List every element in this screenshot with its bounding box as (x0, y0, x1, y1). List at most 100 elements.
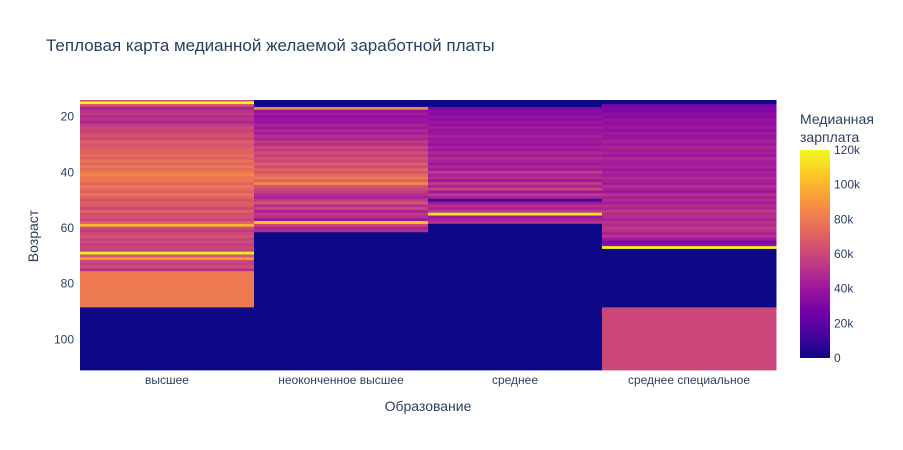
heatmap-cell[interactable] (428, 198, 603, 202)
heatmap-cell[interactable] (254, 159, 429, 164)
heatmap-cell[interactable] (602, 273, 777, 278)
heatmap-cell[interactable] (602, 268, 777, 272)
heatmap-cell[interactable] (602, 196, 777, 200)
heatmap-cell[interactable] (254, 129, 429, 133)
heatmap-cell[interactable] (80, 276, 255, 280)
heatmap-cell[interactable] (254, 218, 429, 222)
heatmap-cell[interactable] (80, 162, 255, 166)
heatmap-cell[interactable] (80, 293, 255, 297)
heatmap-cell[interactable] (602, 173, 777, 177)
heatmap-cell[interactable] (254, 204, 429, 208)
heatmap-cell[interactable] (428, 193, 603, 197)
heatmap-cell[interactable] (80, 151, 255, 155)
heatmap-cell[interactable] (80, 109, 255, 113)
heatmap-cell[interactable] (254, 132, 429, 136)
heatmap-cell[interactable] (428, 218, 603, 222)
heatmap-cell[interactable] (602, 223, 777, 228)
heatmap-cell[interactable] (80, 273, 255, 278)
heatmap-cell[interactable] (428, 168, 603, 172)
heatmap-cell[interactable] (80, 154, 255, 158)
heatmap-cell[interactable] (602, 187, 777, 191)
heatmap-cell[interactable] (80, 240, 255, 244)
heatmap-cell[interactable] (428, 215, 603, 219)
heatmap-cell[interactable] (428, 100, 603, 102)
heatmap-cell[interactable] (80, 170, 255, 175)
heatmap-cell[interactable] (254, 187, 429, 191)
heatmap-cell[interactable] (602, 159, 777, 164)
heatmap-cell[interactable] (80, 187, 255, 191)
heatmap-cell[interactable] (602, 304, 777, 308)
heatmap-cell[interactable] (80, 296, 255, 300)
heatmap-cell[interactable] (80, 232, 255, 236)
heatmap-cell[interactable] (428, 159, 603, 164)
heatmap-cell[interactable] (428, 129, 603, 133)
heatmap-cell[interactable] (80, 201, 255, 205)
heatmap-cell[interactable] (80, 207, 255, 211)
heatmap-cell[interactable] (428, 162, 603, 166)
heatmap-cell[interactable] (80, 235, 255, 239)
heatmap-cell[interactable] (80, 168, 255, 172)
heatmap-cell[interactable] (80, 265, 255, 269)
heatmap-cell[interactable] (428, 140, 603, 144)
heatmap-cell[interactable] (602, 201, 777, 205)
heatmap-cell[interactable] (254, 209, 429, 214)
heatmap-cell[interactable] (254, 143, 429, 147)
heatmap-cell[interactable] (254, 232, 429, 371)
heatmap-cell[interactable] (602, 232, 777, 236)
heatmap-cell[interactable] (80, 104, 255, 108)
heatmap-cell[interactable] (602, 109, 777, 113)
heatmap-cell[interactable] (80, 184, 255, 189)
heatmap-cell[interactable] (602, 276, 777, 280)
heatmap-cell[interactable] (602, 115, 777, 119)
heatmap-cell[interactable] (254, 165, 429, 169)
heatmap-cell[interactable] (80, 237, 255, 241)
heatmap-cell[interactable] (602, 282, 777, 286)
heatmap-cell[interactable] (80, 262, 255, 267)
heatmap-cell[interactable] (602, 106, 777, 111)
heatmap-cell[interactable] (254, 190, 429, 194)
heatmap-cell[interactable] (80, 287, 255, 292)
heatmap-cell[interactable] (602, 120, 777, 125)
heatmap-cell[interactable] (254, 157, 429, 161)
heatmap-cell[interactable] (428, 223, 603, 371)
heatmap-cell[interactable] (80, 148, 255, 152)
heatmap-cell[interactable] (428, 145, 603, 150)
heatmap-cell[interactable] (80, 118, 255, 122)
heatmap-cell[interactable] (80, 248, 255, 253)
heatmap-cell[interactable] (80, 218, 255, 222)
heatmap-cell[interactable] (80, 290, 255, 294)
heatmap-cell[interactable] (254, 151, 429, 155)
heatmap-cell[interactable] (254, 193, 429, 197)
heatmap-cell[interactable] (254, 104, 429, 108)
heatmap-cell[interactable] (428, 184, 603, 189)
heatmap-cell[interactable] (254, 215, 429, 219)
heatmap-cell[interactable] (428, 134, 603, 138)
heatmap-cell[interactable] (428, 157, 603, 161)
heatmap-cell[interactable] (254, 118, 429, 122)
heatmap-cell[interactable] (602, 179, 777, 183)
heatmap-cell[interactable] (602, 290, 777, 294)
heatmap-cell[interactable] (254, 207, 429, 211)
heatmap-cell[interactable] (602, 235, 777, 239)
heatmap-cell[interactable] (602, 271, 777, 275)
heatmap-cell[interactable] (254, 196, 429, 200)
heatmap-cell[interactable] (80, 226, 255, 230)
heatmap-cell[interactable] (602, 148, 777, 152)
heatmap-cell[interactable] (254, 221, 429, 225)
heatmap-cell[interactable] (602, 154, 777, 158)
heatmap-cell[interactable] (428, 143, 603, 147)
heatmap-cell[interactable] (428, 190, 603, 194)
heatmap-cell[interactable] (428, 204, 603, 208)
heatmap-cell[interactable] (602, 229, 777, 233)
heatmap-cell[interactable] (254, 123, 429, 127)
heatmap-cell[interactable] (602, 134, 777, 138)
heatmap-cell[interactable] (602, 190, 777, 194)
heatmap-cell[interactable] (80, 129, 255, 133)
heatmap-cell[interactable] (428, 151, 603, 155)
heatmap-cell[interactable] (80, 246, 255, 250)
heatmap-cell[interactable] (428, 137, 603, 141)
heatmap-cell[interactable] (80, 198, 255, 202)
heatmap-cell[interactable] (602, 143, 777, 147)
heatmap-cell[interactable] (80, 176, 255, 180)
heatmap-cell[interactable] (428, 182, 603, 186)
